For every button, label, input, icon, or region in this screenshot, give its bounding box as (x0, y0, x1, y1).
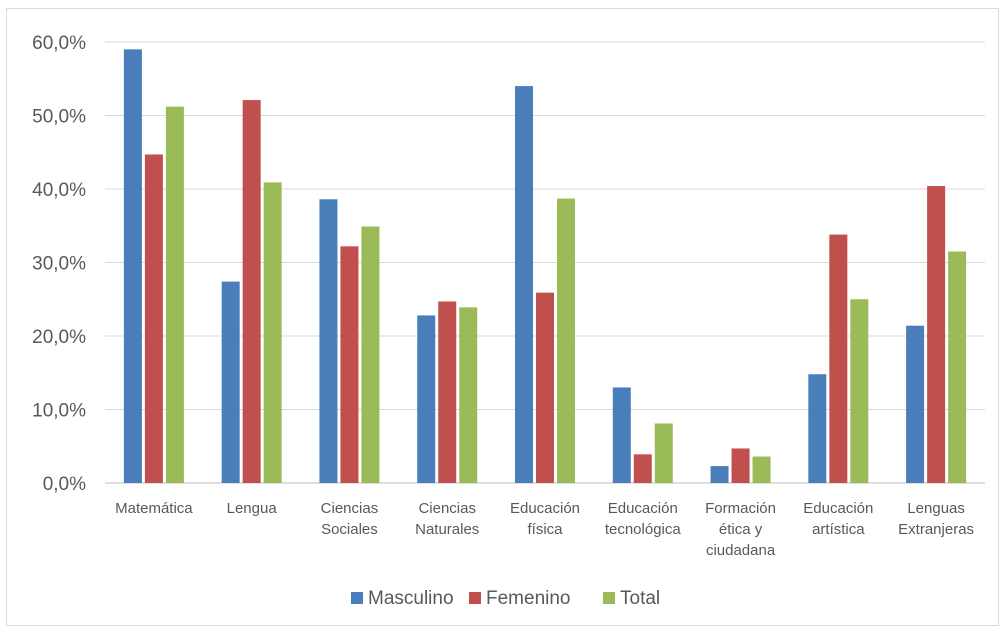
x-category-label: Lenguas Extranjeras (898, 500, 974, 538)
x-category-label-line: física (527, 521, 563, 538)
bar-femenino (242, 100, 261, 483)
x-category-label: Formación ética y ciudadana (705, 500, 776, 559)
bar-masculino (808, 374, 827, 483)
bar-total (948, 251, 967, 483)
x-category-label-line: Extranjeras (898, 521, 974, 538)
x-category-label: Matemática (115, 500, 193, 517)
y-tick-label: 0,0% (43, 474, 86, 495)
bar-masculino (906, 325, 925, 483)
x-category-label-line: Matemática (115, 500, 193, 517)
y-tick-label: 20,0% (32, 327, 86, 348)
bar-femenino (144, 154, 163, 483)
x-category-label-line: Formación (705, 500, 776, 517)
x-category-label-line: Naturales (415, 521, 479, 538)
y-tick-label: 50,0% (32, 107, 86, 128)
x-category-label: Lengua (227, 500, 278, 517)
bar-masculino (319, 199, 338, 484)
bar-masculino (612, 387, 631, 483)
bar-masculino (221, 281, 240, 483)
x-category-label: Educación artística (803, 500, 873, 538)
x-category-label-line: Ciencias (418, 500, 476, 517)
x-category-label: Ciencias Naturales (415, 500, 479, 538)
x-category-label-line: Lengua (227, 500, 278, 517)
bar-femenino (927, 186, 946, 483)
x-category-label: Ciencias Sociales (321, 500, 379, 538)
bar-total (263, 182, 282, 483)
bar-femenino (633, 454, 652, 483)
bar-femenino (829, 234, 848, 483)
x-category-label-line: Educación (608, 500, 678, 517)
y-tick-label: 60,0% (32, 33, 86, 54)
bar-femenino (536, 292, 554, 483)
bar-total (557, 198, 575, 483)
bar-masculino (417, 315, 436, 483)
bar-total (752, 456, 771, 483)
bar-total (459, 307, 478, 483)
bar-femenino (438, 301, 457, 483)
bar-total (654, 423, 673, 483)
x-category-label: Educación física (510, 500, 580, 538)
x-category-label-line: artística (812, 521, 865, 538)
bar-total (361, 226, 380, 484)
legend-swatch-total (603, 592, 615, 604)
bar-femenino (731, 448, 750, 483)
x-category-label-line: tecnológica (605, 521, 682, 538)
legend-swatch-masculino (351, 592, 363, 604)
x-category-label: Educación tecnológica (605, 500, 682, 538)
bar-femenino (340, 246, 359, 483)
legend-label-total: Total (620, 588, 660, 609)
bar-total (165, 106, 184, 484)
y-tick-label: 10,0% (32, 401, 86, 422)
x-category-label-line: Sociales (321, 521, 378, 538)
x-category-label-line: ética y (719, 521, 763, 538)
bar-masculino (710, 466, 729, 483)
y-tick-label: 40,0% (32, 180, 86, 201)
legend-label-femenino: Femenino (486, 588, 571, 609)
legend-swatch-femenino (469, 592, 481, 604)
legend-label-masculino: Masculino (368, 588, 454, 609)
bar-masculino (123, 49, 142, 483)
x-category-label-line: Educación (803, 500, 873, 517)
x-category-label-line: Educación (510, 500, 580, 517)
y-tick-label: 30,0% (32, 254, 86, 275)
bar-total (850, 299, 869, 483)
bar-masculino (515, 86, 533, 483)
x-category-label-line: Lenguas (907, 500, 965, 517)
x-category-label-line: Ciencias (321, 500, 379, 517)
x-category-label-line: ciudadana (706, 542, 776, 559)
